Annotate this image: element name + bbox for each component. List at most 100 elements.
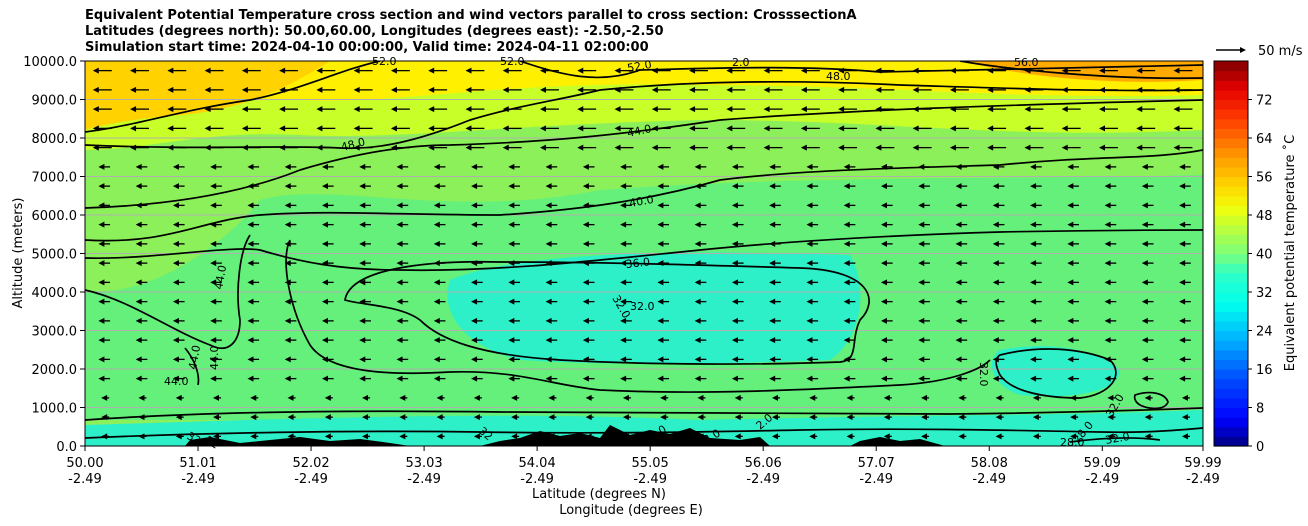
wind-arrow-head — [213, 394, 219, 401]
wind-arrow-head — [883, 414, 890, 421]
wind-arrow-head — [247, 260, 254, 267]
wind-arrow-head — [800, 67, 807, 74]
wind-arrow-head — [545, 183, 552, 190]
wind-arrow-head — [995, 433, 1002, 440]
wind-arrow-head — [213, 433, 219, 440]
wind-arrow-head — [359, 356, 366, 363]
contour-line — [85, 229, 1203, 272]
colorbar-band — [1214, 195, 1248, 206]
wind-arrow-head — [511, 394, 518, 401]
wind-arrow-head — [809, 433, 816, 440]
wind-arrow-head — [172, 279, 179, 286]
wind-arrow-head — [949, 144, 956, 151]
x-tick-label-lon: -2.49 — [1186, 472, 1220, 487]
wind-arrow-head — [875, 125, 882, 132]
x-tick-label-lon: -2.49 — [294, 472, 328, 487]
wind-arrow-head — [1104, 298, 1111, 305]
wind-arrow-head — [135, 202, 142, 209]
wind-arrow-head — [471, 163, 478, 170]
wind-arrow-head — [918, 183, 925, 190]
wind-arrow-head — [545, 337, 552, 344]
wind-arrow-head — [1141, 317, 1148, 324]
wind-arrow-head — [955, 202, 962, 209]
wind-arrow-head — [694, 279, 701, 286]
colorbar-band — [1214, 340, 1248, 351]
wind-arrow-head — [135, 298, 142, 305]
wind-arrow-head — [1173, 125, 1180, 132]
wind-arrow-head — [881, 240, 887, 247]
wind-arrow-head — [175, 394, 182, 401]
contour-label: 32.0 — [977, 362, 990, 387]
wind-arrow-head — [130, 67, 137, 74]
wind-arrow-head — [98, 298, 105, 305]
wind-arrow-head — [955, 375, 962, 382]
wind-arrow-head — [172, 183, 179, 190]
wind-arrow-head — [838, 125, 845, 132]
wind-arrow-head — [433, 298, 440, 305]
wind-arrow-head — [657, 375, 664, 382]
wind-arrow-head — [731, 279, 738, 286]
wind-arrow-head — [284, 183, 291, 190]
colorbar-band — [1214, 301, 1248, 312]
wind-arrow-head — [881, 221, 887, 228]
wind-arrow-head — [689, 67, 696, 74]
wind-arrow-head — [992, 202, 999, 209]
wind-arrow-head — [1104, 279, 1111, 286]
wind-arrow-head — [545, 260, 552, 267]
colorbar-band — [1214, 147, 1248, 158]
x-tick-label-lon: -2.49 — [859, 472, 893, 487]
wind-arrow-head — [806, 202, 813, 209]
wind-arrow-head — [508, 337, 515, 344]
wind-arrow-head — [731, 183, 738, 190]
wind-arrow-head — [545, 279, 552, 286]
colorbar-band — [1214, 80, 1248, 91]
wind-arrow-head — [912, 67, 919, 74]
contour-label: 48.0 — [826, 70, 851, 83]
wind-arrow-head — [508, 279, 515, 286]
wind-arrow-head — [843, 183, 850, 190]
contour-label: 44.0 — [626, 122, 653, 140]
wind-arrow-head — [769, 221, 776, 228]
wind-arrow-head — [1173, 144, 1180, 151]
colorbar-band — [1214, 359, 1248, 370]
wind-arrow-head — [545, 240, 552, 247]
y-tick-label: 5000.0 — [32, 248, 78, 263]
wind-arrow-head — [838, 86, 845, 93]
wind-arrow-head — [1141, 260, 1148, 267]
wind-arrow-head — [98, 260, 105, 267]
wind-arrow-head — [992, 240, 999, 247]
wind-arrow-head — [1030, 279, 1037, 286]
x-tick-label-lat: 59.99 — [1184, 456, 1221, 471]
wind-arrow-head — [955, 337, 962, 344]
x-tick-label-lat: 56.06 — [745, 456, 782, 471]
wind-arrow-head — [396, 337, 403, 344]
wind-arrow-head — [247, 356, 254, 363]
wind-arrow-head — [322, 163, 328, 170]
wind-arrow-head — [1099, 125, 1105, 132]
wind-arrow-head — [138, 394, 145, 401]
wind-arrow-head — [138, 433, 145, 440]
wind-arrow-head — [769, 240, 776, 247]
wind-arrow-head — [620, 375, 627, 382]
wind-arrow-head — [995, 414, 1002, 421]
wind-arrow-head — [1136, 144, 1143, 151]
wind-arrow-head — [465, 67, 472, 74]
wind-arrow-head — [1030, 298, 1037, 305]
contour-line — [85, 427, 1203, 439]
wind-arrow-head — [284, 260, 291, 267]
y-tick-label: 9000.0 — [32, 94, 78, 109]
x-axis: 50.00-2.4951.01-2.4952.02-2.4953.03-2.49… — [66, 446, 1222, 487]
wind-arrow-head — [473, 414, 480, 421]
wind-arrow-head — [167, 67, 174, 74]
wind-arrow-head — [1144, 394, 1151, 401]
wind-arrow-head — [322, 317, 328, 324]
wind-arrow-head — [955, 221, 962, 228]
wind-arrow-head — [359, 240, 366, 247]
wind-arrow-head — [92, 125, 99, 132]
wind-arrow-head — [396, 317, 403, 324]
wind-arrow-head — [322, 279, 328, 286]
wind-arrow-head — [465, 106, 472, 113]
wind-arrow-head — [316, 125, 323, 132]
wind-arrow-head — [210, 183, 217, 190]
wind-arrow-head — [433, 183, 440, 190]
